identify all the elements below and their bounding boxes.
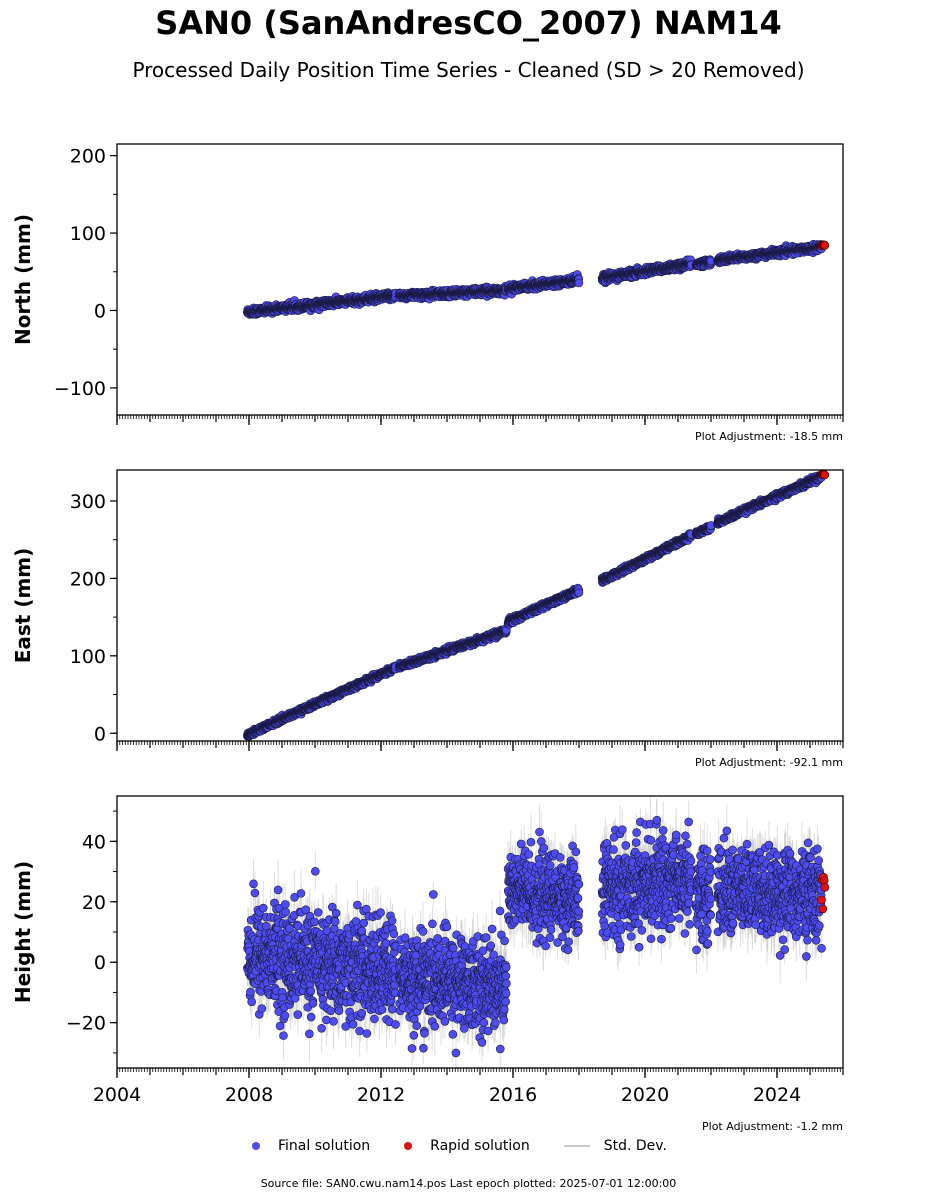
final-points-north — [243, 239, 830, 319]
final-point — [574, 278, 584, 288]
chart-title: SAN0 (SanAndresCO_2007) NAM14 — [155, 4, 782, 42]
chart-subtitle: Processed Daily Position Time Series - C… — [132, 58, 805, 82]
